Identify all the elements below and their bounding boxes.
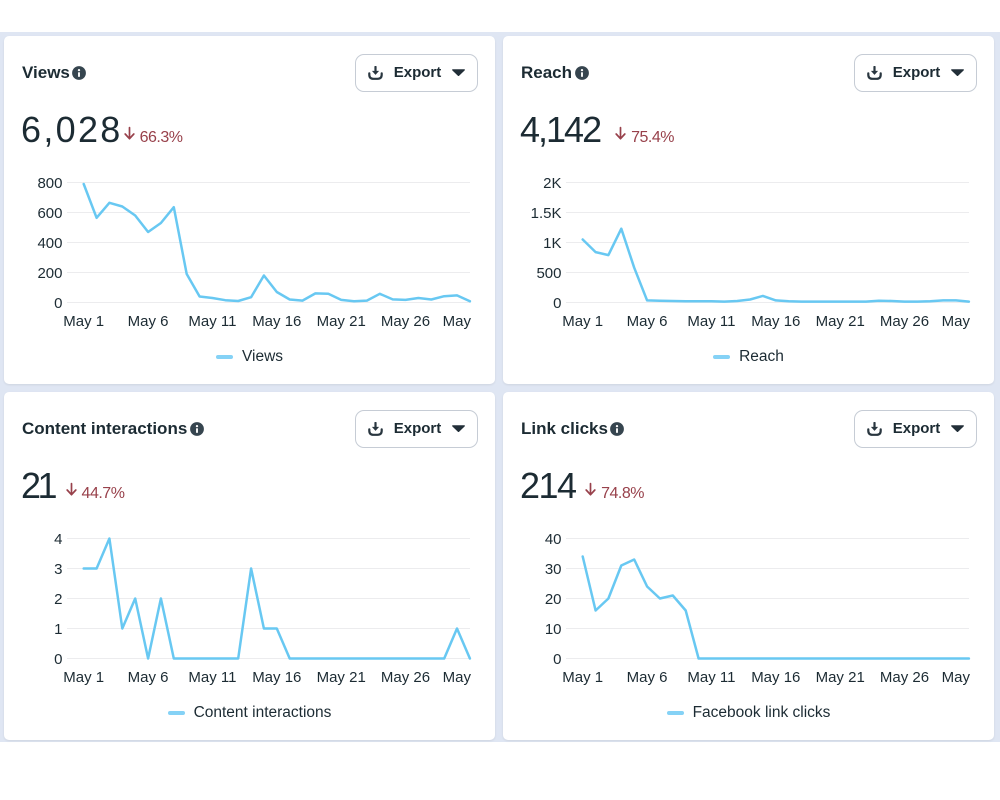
svg-text:May 11: May 11 [188,669,236,686]
svg-text:May 6: May 6 [627,669,668,686]
svg-text:May 6: May 6 [627,313,668,330]
svg-text:May 1: May 1 [63,669,104,686]
svg-text:500: 500 [536,265,561,282]
svg-text:0: 0 [54,295,62,312]
svg-text:May: May [942,313,971,330]
svg-text:May 16: May 16 [252,313,301,330]
svg-text:2K: 2K [543,175,561,192]
svg-text:30: 30 [545,561,562,578]
svg-text:0: 0 [54,651,62,668]
svg-text:May: May [942,669,971,686]
svg-text:May 21: May 21 [816,313,865,330]
svg-text:May 21: May 21 [317,669,366,686]
svg-text:200: 200 [37,265,62,282]
svg-text:2: 2 [54,591,62,608]
svg-text:May 11: May 11 [687,669,735,686]
svg-text:10: 10 [545,621,562,638]
svg-text:0: 0 [553,295,561,312]
svg-text:May 16: May 16 [751,313,800,330]
svg-text:May 6: May 6 [128,669,169,686]
svg-text:May 26: May 26 [880,669,929,686]
svg-text:May 16: May 16 [751,669,800,686]
svg-text:May 11: May 11 [188,313,236,330]
svg-text:May: May [443,313,472,330]
svg-text:1: 1 [54,621,62,638]
svg-text:May 21: May 21 [317,313,366,330]
svg-text:600: 600 [37,205,62,222]
svg-text:800: 800 [37,175,62,192]
svg-text:May 1: May 1 [63,313,104,330]
svg-text:1K: 1K [543,235,561,252]
svg-text:4: 4 [54,531,62,548]
svg-text:May 16: May 16 [252,669,301,686]
svg-text:May 6: May 6 [128,313,169,330]
svg-text:May 21: May 21 [816,669,865,686]
svg-text:400: 400 [37,235,62,252]
svg-text:May 26: May 26 [880,313,929,330]
svg-text:May 26: May 26 [381,313,430,330]
svg-text:May 1: May 1 [562,669,603,686]
svg-text:20: 20 [545,591,562,608]
svg-text:3: 3 [54,561,62,578]
svg-text:May 26: May 26 [381,669,430,686]
svg-text:1.5K: 1.5K [531,205,562,222]
svg-text:0: 0 [553,651,561,668]
svg-text:May: May [443,669,472,686]
svg-text:May 11: May 11 [687,313,735,330]
svg-text:40: 40 [545,531,562,548]
svg-text:May 1: May 1 [562,313,603,330]
